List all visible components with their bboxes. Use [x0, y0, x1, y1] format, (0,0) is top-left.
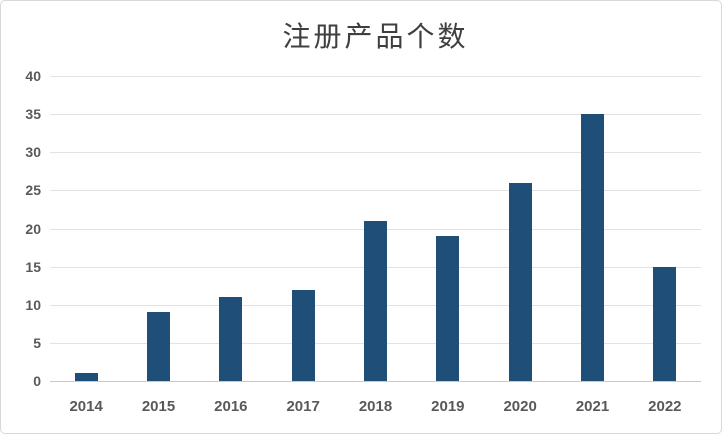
- y-tick-label-5: 5: [33, 334, 41, 351]
- bar-2021: [581, 114, 604, 381]
- y-tick-label-15: 15: [25, 258, 41, 275]
- x-tick-label-2014: 2014: [69, 398, 103, 415]
- x-tick-label-2015: 2015: [141, 398, 176, 415]
- x-tick-label-2020: 2020: [503, 398, 537, 415]
- bar-2015: [147, 312, 170, 381]
- bar-2014: [74, 373, 98, 381]
- bar-2020: [508, 182, 532, 381]
- x-tick-label-2017: 2017: [286, 398, 320, 415]
- y-tick-label-30: 30: [25, 144, 41, 161]
- y-tick-label-35: 35: [25, 106, 41, 123]
- y-tick-label-40: 40: [25, 68, 41, 84]
- chart-title: 注册产品个数: [282, 20, 469, 53]
- gridline-40: [50, 76, 701, 77]
- gridline-30: [50, 152, 701, 154]
- bar-2016: [219, 297, 243, 381]
- y-tick-label-10: 10: [25, 296, 41, 313]
- x-tick-label-2016: 2016: [214, 398, 248, 415]
- bar-2018: [364, 220, 387, 381]
- y-tick-label-20: 20: [25, 220, 41, 237]
- bar-2019: [436, 236, 460, 381]
- x-axis-line: [50, 381, 701, 382]
- bar-2022: [653, 266, 677, 381]
- x-tick-label-2021: 2021: [575, 398, 610, 415]
- x-tick-label-2018: 2018: [358, 398, 393, 415]
- gridline-35: [50, 114, 701, 116]
- x-tick-label-2022: 2022: [648, 398, 682, 415]
- x-tick-label-2019: 2019: [431, 398, 465, 415]
- y-tick-label-0: 0: [33, 373, 41, 389]
- bar-2017: [291, 289, 315, 381]
- gridline-25: [50, 190, 701, 192]
- y-tick-label-25: 25: [25, 182, 41, 199]
